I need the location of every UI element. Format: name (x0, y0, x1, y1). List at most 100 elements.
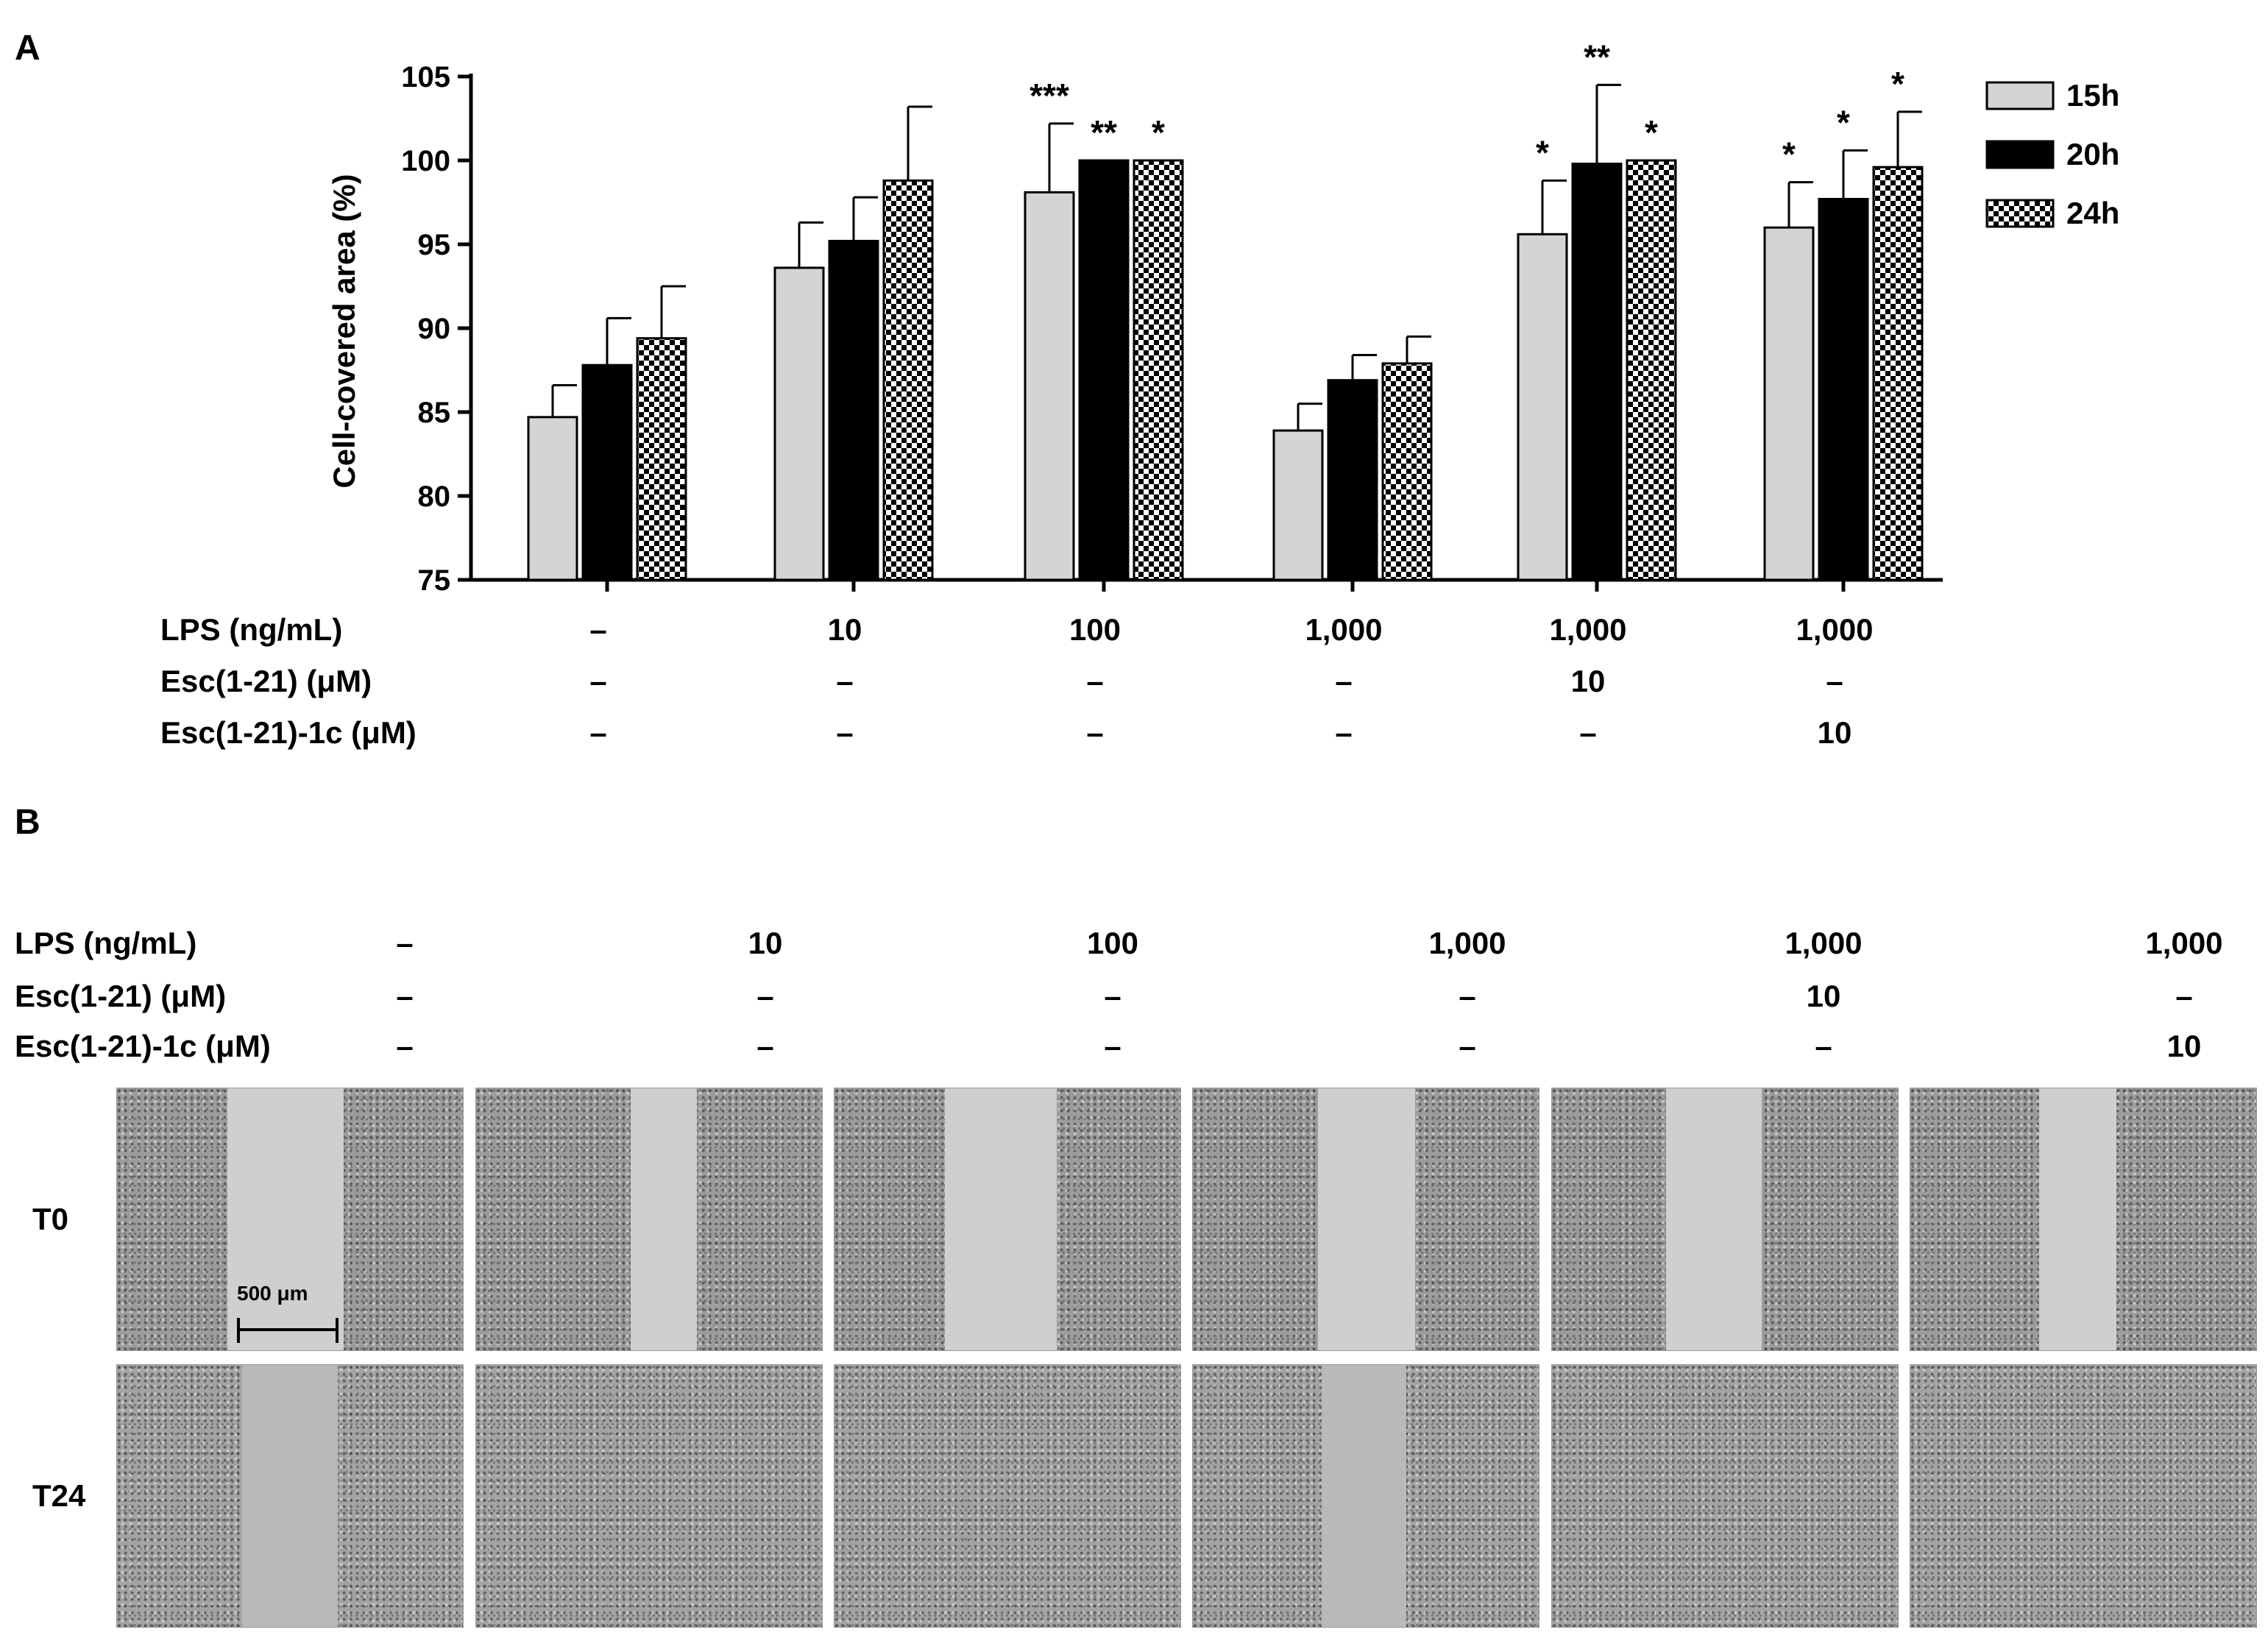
scratch-wound-gap (1318, 1088, 1415, 1350)
legend-label: 15h (2066, 78, 2119, 113)
panel-b-condition-value: – (1815, 1029, 1832, 1063)
bar (527, 416, 578, 581)
micrograph-t24 (1910, 1364, 2257, 1628)
bar-chart: Cell-covered area (%) 75 80 85 90 95 100 105 *… (160, 38, 2119, 750)
condition-value: 10 (1571, 664, 1606, 698)
bar (773, 266, 825, 581)
panel-b-condition-value: 1,000 (1428, 926, 1506, 960)
axes: 75 80 85 90 95 100 105 (401, 61, 1943, 597)
significance-mark: ** (1584, 38, 1610, 76)
scale-bar (237, 1318, 339, 1343)
y-tick-label: 100 (401, 145, 450, 177)
micrograph-t0 (475, 1088, 823, 1351)
panel-b-condition-value: 10 (1806, 979, 1841, 1013)
bar (1571, 163, 1623, 581)
panel-b-row-label: Esc(1-21)-1c (μM) (15, 1029, 271, 1063)
significance-mark: * (1152, 113, 1165, 152)
scratch-wound-gap (227, 1088, 344, 1350)
panel-b-row-label: Esc(1-21) (μM) (15, 979, 227, 1013)
condition-row-label: Esc(1-21)-1c (μM) (160, 715, 417, 750)
panel-b-condition-value: – (1104, 979, 1121, 1013)
significance-mark: * (1536, 133, 1549, 171)
panel-b-condition-value: – (396, 979, 414, 1013)
panel-b-row-label: LPS (ng/mL) (15, 926, 197, 960)
bar (1024, 191, 1075, 581)
panel-b-condition-value: – (756, 1029, 774, 1063)
condition-value: 1,000 (1305, 612, 1382, 647)
panel-b-condition-value: – (1459, 979, 1476, 1013)
significance-mark: * (1645, 113, 1658, 152)
micrograph-t0 (1910, 1088, 2257, 1351)
bar (1327, 379, 1378, 581)
y-tick-label: 95 (418, 229, 451, 261)
bar (1818, 197, 1869, 581)
panel-b-condition-value: 1,000 (2145, 926, 2223, 960)
condition-value: – (1335, 715, 1352, 750)
bar (1272, 429, 1324, 581)
y-axis-label: Cell-covered area (%) (327, 174, 361, 488)
condition-value: 1,000 (1549, 612, 1626, 647)
y-tick-label: 90 (418, 313, 451, 345)
bar (1626, 159, 1677, 581)
micrograph-t0 (1192, 1088, 1539, 1351)
condition-value: – (836, 715, 853, 750)
legend-swatch (1985, 81, 2055, 110)
bar (1872, 166, 1924, 581)
bar (828, 239, 879, 581)
scale-bar-label: 500 μm (237, 1282, 308, 1305)
condition-value: 100 (1069, 612, 1121, 647)
bar (581, 364, 633, 581)
panel-b-condition-value: 10 (748, 926, 783, 960)
scratch-wound-gap (1322, 1365, 1406, 1627)
legend-label: 24h (2066, 196, 2119, 230)
scratch-wound-gap (2039, 1088, 2116, 1350)
condition-value: 10 (828, 612, 862, 647)
micrograph-t24 (1192, 1364, 1539, 1628)
scratch-wound-gap (1666, 1088, 1762, 1350)
timepoint-label: T24 (32, 1478, 86, 1513)
panel-b-condition-value: 1,000 (1785, 926, 1863, 960)
significance-mark: *** (1030, 77, 1069, 115)
micrograph-t0 (116, 1088, 464, 1351)
panel-a-label: A (15, 29, 40, 68)
bar (1078, 159, 1130, 581)
panel-b-condition-value: 10 (2166, 1029, 2202, 1063)
condition-value: – (1826, 664, 1843, 698)
micrograph-t24 (1551, 1364, 1899, 1628)
scratch-wound-gap (242, 1365, 338, 1627)
micrograph-t0 (1551, 1088, 1899, 1351)
panel-b-condition-value: – (1459, 1029, 1476, 1063)
condition-value: – (1335, 664, 1352, 698)
significance-mark: ** (1091, 113, 1117, 152)
timepoint-label: T0 (32, 1202, 69, 1236)
micrograph-t24 (834, 1364, 1181, 1628)
significance-mark: * (1782, 135, 1796, 174)
bar (1133, 159, 1184, 581)
scratch-wound-gap (631, 1088, 697, 1350)
panel-b-condition-value: – (2175, 979, 2193, 1013)
legend-label: 20h (2066, 137, 2119, 171)
condition-value: – (1579, 715, 1596, 750)
significance-mark: * (1891, 65, 1904, 103)
bar (1381, 362, 1433, 581)
panel-b-condition-value: – (1104, 1029, 1121, 1063)
condition-value: – (836, 664, 853, 698)
bar (1517, 233, 1568, 581)
panel-b-condition-value: 100 (1086, 926, 1139, 960)
bars (527, 159, 1924, 581)
bar (636, 337, 687, 581)
y-tick-label: 80 (418, 481, 451, 513)
panel-b-condition-value: – (756, 979, 774, 1013)
condition-value: – (589, 612, 606, 647)
condition-value: – (589, 664, 606, 698)
bar (882, 179, 934, 581)
significance-mark: * (1837, 103, 1850, 141)
condition-value: 10 (1818, 715, 1852, 750)
legend-swatch (1985, 140, 2055, 169)
panel-b-condition-value: – (396, 1029, 414, 1063)
panel-b-label: B (15, 803, 40, 842)
y-tick-label: 75 (418, 564, 451, 597)
legend-swatch (1985, 199, 2055, 228)
micrograph-t24 (116, 1364, 464, 1628)
y-tick-label: 105 (401, 61, 450, 93)
